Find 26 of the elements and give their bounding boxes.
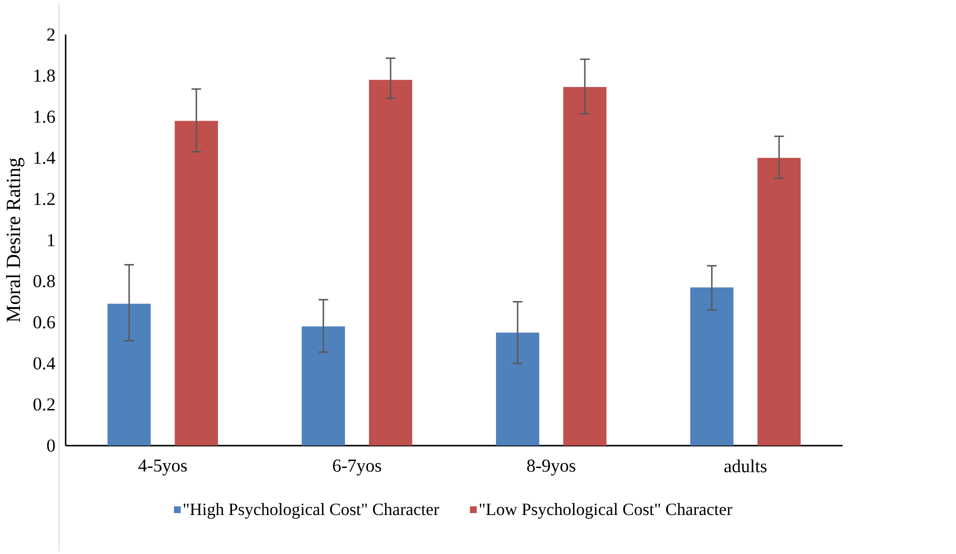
bar — [496, 332, 540, 446]
y-tick-label: 0.4 — [33, 357, 56, 370]
x-tick-label: 4-5yos — [138, 459, 187, 476]
y-tick-label: 1 — [48, 234, 54, 246]
y-tick-label: 1.8 — [34, 69, 55, 82]
bar — [368, 80, 412, 446]
y-tick-label: 0 — [47, 439, 55, 452]
bar — [757, 158, 801, 446]
y-tick-label: 0.2 — [33, 398, 55, 411]
bar — [690, 287, 734, 446]
bar — [174, 120, 218, 446]
y-tick-label: 1.6 — [34, 110, 55, 123]
bar — [108, 304, 151, 446]
y-tick-label: 1.2 — [34, 192, 55, 206]
bar — [302, 326, 345, 446]
y-tick-label: 2 — [47, 28, 55, 41]
x-tick-label: 8-9yos — [527, 459, 576, 476]
legend-label: "High Psychological Cost" Character — [184, 502, 440, 519]
y-tick-label: 1.4 — [34, 152, 56, 164]
y-tick-label: 0.8 — [33, 274, 55, 288]
y-axis-title: Moral Desire Rating — [6, 158, 24, 322]
bar — [563, 86, 606, 446]
legend-label: "Low Psychological Cost" Character — [480, 502, 732, 519]
y-tick-label: 0.6 — [33, 316, 55, 328]
x-tick-label: adults — [724, 459, 767, 472]
x-tick-label: 6-7yos — [333, 459, 382, 476]
